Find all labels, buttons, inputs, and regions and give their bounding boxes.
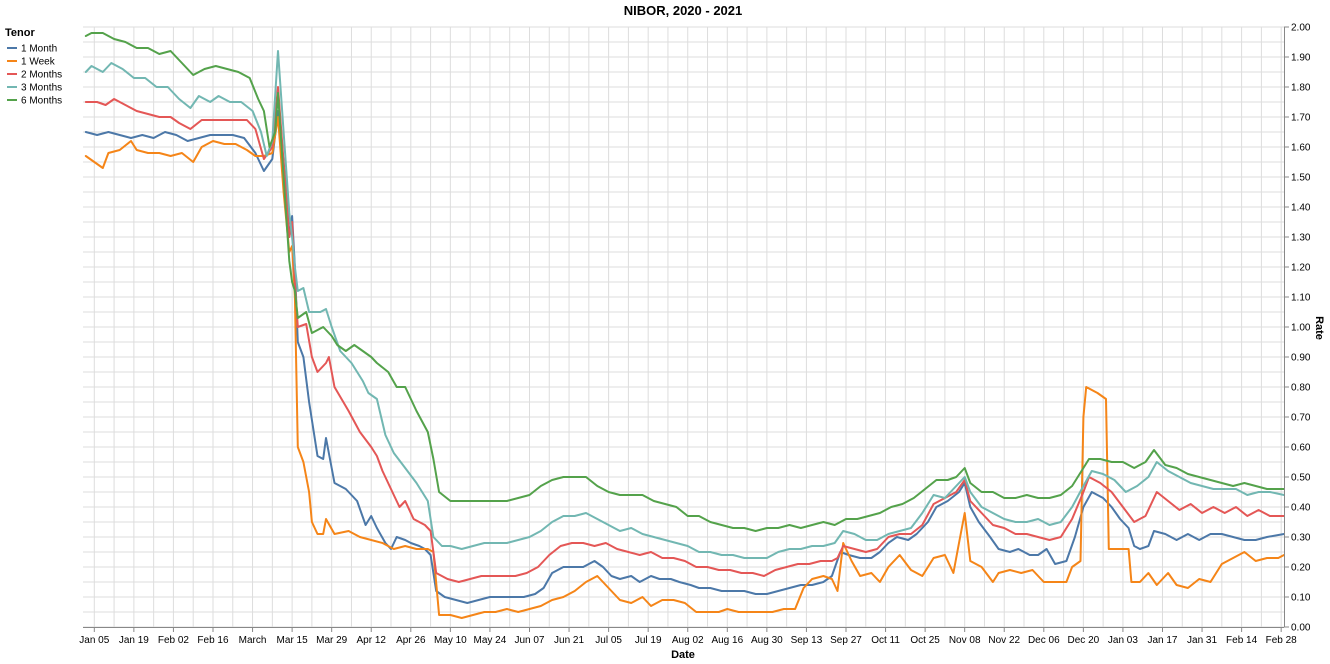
- x-tick-label: Jan 03: [1108, 635, 1138, 646]
- x-tick-label: Jul 19: [635, 635, 662, 646]
- y-tick-label: 0.90: [1291, 353, 1311, 364]
- y-tick-label: 0.70: [1291, 413, 1311, 424]
- x-tick-label: Feb 02: [158, 635, 190, 646]
- x-tick-label: Feb 28: [1266, 635, 1298, 646]
- series-line-6-months: [84, 32, 1285, 532]
- x-tick-label: Nov 08: [949, 635, 981, 646]
- x-tick-label: Oct 25: [910, 635, 940, 646]
- x-tick-label: Jul 05: [595, 635, 622, 646]
- legend-title: Tenor: [5, 27, 35, 39]
- y-tick-label: 0.10: [1291, 593, 1311, 604]
- legend-label-2-months: 2 Months: [21, 70, 62, 81]
- x-tick-label: Dec 06: [1028, 635, 1060, 646]
- legend-label-6-months: 6 Months: [21, 96, 62, 107]
- x-axis-title: Date: [671, 649, 695, 661]
- plot-area: [84, 32, 1285, 619]
- x-tick-label: Aug 02: [672, 635, 704, 646]
- y-tick-label: 1.90: [1291, 53, 1311, 64]
- grid: [83, 26, 1284, 628]
- series-line-2-months: [84, 86, 1285, 583]
- y-tick-label: 0.50: [1291, 473, 1311, 484]
- y-tick-label: 1.50: [1291, 173, 1311, 184]
- x-tick-label: Sep 13: [791, 635, 823, 646]
- x-tick-label: Mar 29: [316, 635, 348, 646]
- x-tick-label: Sep 27: [830, 635, 862, 646]
- x-tick-label: Jan 17: [1147, 635, 1177, 646]
- x-tick-label: May 24: [474, 635, 507, 646]
- y-tick-label: 1.70: [1291, 113, 1311, 124]
- y-tick-label: 0.30: [1291, 533, 1311, 544]
- legend-label-1-week: 1 Week: [21, 57, 56, 68]
- y-tick-label: 0.40: [1291, 503, 1311, 514]
- y-axis: 0.00 0.10 0.20 0.30 0.40 0.50 0.60 0.70 0.80 0.90…: [1284, 23, 1311, 634]
- x-tick-label: Dec 20: [1068, 635, 1100, 646]
- y-tick-label: 0.20: [1291, 563, 1311, 574]
- x-tick-label: Aug 30: [751, 635, 783, 646]
- legend-label-1-month: 1 Month: [21, 44, 57, 55]
- x-tick-label: May 10: [434, 635, 467, 646]
- y-tick-label: 1.20: [1291, 263, 1311, 274]
- y-tick-label: 0.60: [1291, 443, 1311, 454]
- chart-title: NIBOR, 2020 - 2021: [624, 3, 743, 18]
- series-line-3-months: [84, 50, 1285, 559]
- legend: Tenor 1 Month 1 Week 2 Months 3 Months 6 Mon…: [5, 27, 62, 107]
- x-axis: Jan 05 Jan 19 Feb 02 Feb 16 March Mar 15 Mar 2…: [79, 627, 1297, 646]
- x-tick-label: Oct 11: [871, 635, 900, 646]
- x-tick-label: Feb 16: [197, 635, 229, 646]
- legend-label-3-months: 3 Months: [21, 83, 62, 94]
- x-tick-label: Feb 14: [1226, 635, 1258, 646]
- x-tick-label: Jun 21: [554, 635, 584, 646]
- y-tick-label: 1.80: [1291, 83, 1311, 94]
- y-tick-label: 1.40: [1291, 203, 1311, 214]
- x-tick-label: Jan 19: [119, 635, 149, 646]
- y-tick-label: 1.10: [1291, 293, 1311, 304]
- x-tick-label: Apr 26: [396, 635, 426, 646]
- x-tick-label: Jan 05: [79, 635, 109, 646]
- y-axis-title: Rate: [1313, 316, 1325, 340]
- x-tick-label: March: [239, 635, 267, 646]
- y-tick-label: 1.60: [1291, 143, 1311, 154]
- x-tick-label: Jun 07: [514, 635, 544, 646]
- x-tick-label: Mar 15: [277, 635, 309, 646]
- y-tick-label: 0.80: [1291, 383, 1311, 394]
- y-tick-label: 1.30: [1291, 233, 1311, 244]
- x-tick-label: Apr 12: [357, 635, 387, 646]
- y-tick-label: 1.00: [1291, 323, 1311, 334]
- x-tick-label: Aug 16: [711, 635, 743, 646]
- y-tick-label: 0.00: [1291, 623, 1311, 634]
- x-tick-label: Nov 22: [988, 635, 1020, 646]
- y-tick-label: 2.00: [1291, 23, 1311, 34]
- x-tick-label: Jan 31: [1187, 635, 1217, 646]
